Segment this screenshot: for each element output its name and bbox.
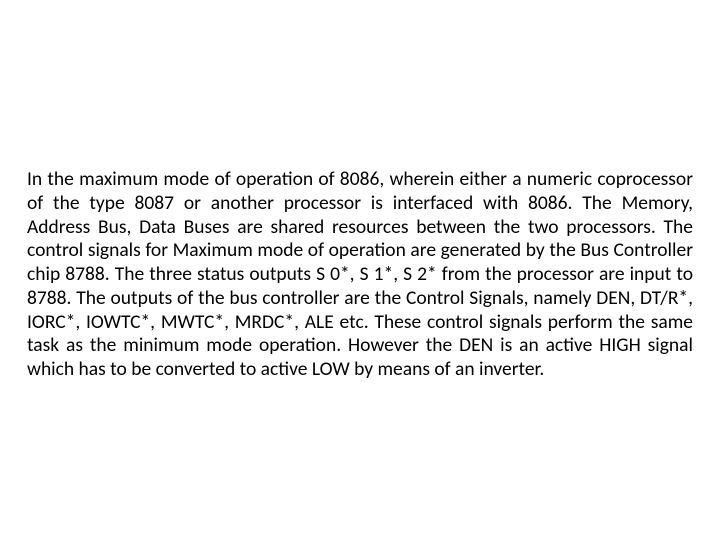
body-paragraph: In the maximum mode of operation of 8086… [27, 168, 693, 382]
slide: In the maximum mode of operation of 8086… [0, 0, 720, 540]
